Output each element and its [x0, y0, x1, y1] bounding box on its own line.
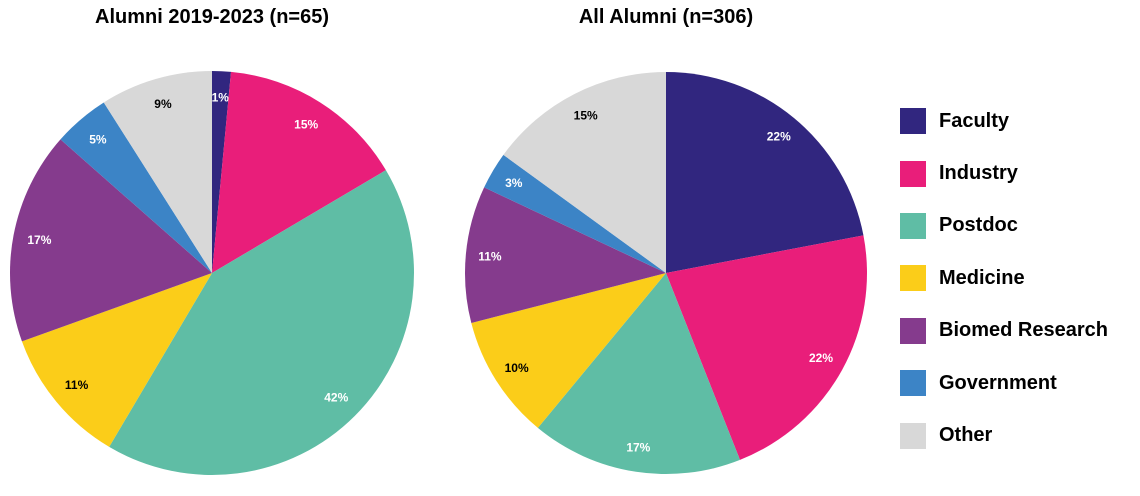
pie-left-label-industry: 15% — [294, 118, 318, 132]
legend-swatch-industry — [900, 160, 926, 187]
right-chart-title: All Alumni (n=306) — [578, 6, 754, 28]
legend-item-biomed-research: Biomed Research — [900, 305, 1108, 357]
legend-swatch-biomed-research — [900, 317, 926, 344]
pie-right-label-biomed-research: 11% — [478, 249, 502, 263]
pie-right-label-government: 3% — [505, 176, 523, 190]
legend-swatch-government — [900, 370, 926, 397]
legend-item-industry: Industry — [900, 147, 1108, 199]
legend-item-faculty: Faculty — [900, 95, 1108, 147]
legend-swatch-faculty — [900, 108, 926, 135]
pie-right-slice-other — [503, 72, 666, 273]
legend-swatch-medicine — [900, 265, 926, 292]
pie-right-label-postdoc: 17% — [626, 441, 650, 455]
legend-item-medicine: Medicine — [900, 252, 1108, 304]
legend-item-postdoc: Postdoc — [900, 200, 1108, 252]
legend: Faculty Industry Postdoc Medicine Biomed… — [900, 95, 1108, 462]
pie-left-slice-industry — [212, 71, 386, 273]
pie-left-label-biomed-research: 17% — [27, 233, 51, 247]
pie-right-slice-medicine — [471, 273, 666, 428]
pie-right-slice-government — [484, 154, 666, 273]
pie-left-slice-government — [60, 102, 212, 273]
pie-left-slice-postdoc — [109, 170, 414, 475]
legend-label: Faculty — [939, 109, 1010, 132]
pie-charts: 1% 15% 42% 11% 17% 5% 9% 22% 22% 17% 10% 11% 3% 15% — [10, 71, 868, 475]
legend-label: Postdoc — [939, 214, 1018, 237]
pie-left-label-other: 9% — [154, 97, 172, 111]
legend-swatch-other — [900, 422, 926, 449]
legend-label: Industry — [939, 162, 1018, 185]
legend-item-government: Government — [900, 357, 1108, 409]
pie-left-label-government: 5% — [89, 132, 107, 146]
legend-label: Medicine — [939, 266, 1025, 289]
pie-left-slice-biomed-research — [10, 139, 212, 342]
pie-left-label-postdoc: 42% — [324, 390, 348, 404]
pie-right-slice-postdoc — [537, 273, 740, 474]
left-chart-title: Alumni 2019-2023 (n=65) — [95, 6, 329, 28]
pie-left-label-medicine: 11% — [65, 378, 89, 392]
pie-right-label-medicine: 10% — [505, 361, 529, 375]
legend-label: Biomed Research — [939, 319, 1108, 342]
legend-item-other: Other — [900, 409, 1108, 461]
pie-right-slice-industry — [666, 235, 868, 460]
pie-left-slice-medicine — [21, 273, 213, 447]
pie-left-slice-faculty — [212, 71, 232, 273]
pie-right-label-faculty: 22% — [767, 130, 791, 144]
pie-right-slice-faculty — [666, 72, 864, 273]
pie-right-label-industry: 22% — [809, 351, 833, 365]
pie-left-slice-other — [103, 71, 212, 273]
pie-right-label-other: 15% — [574, 108, 598, 122]
legend-label: Other — [939, 424, 993, 447]
legend-label: Government — [939, 371, 1057, 394]
pie-right-slice-biomed-research — [464, 187, 666, 323]
pie-left-label-faculty: 1% — [212, 90, 230, 104]
legend-swatch-postdoc — [900, 212, 926, 239]
